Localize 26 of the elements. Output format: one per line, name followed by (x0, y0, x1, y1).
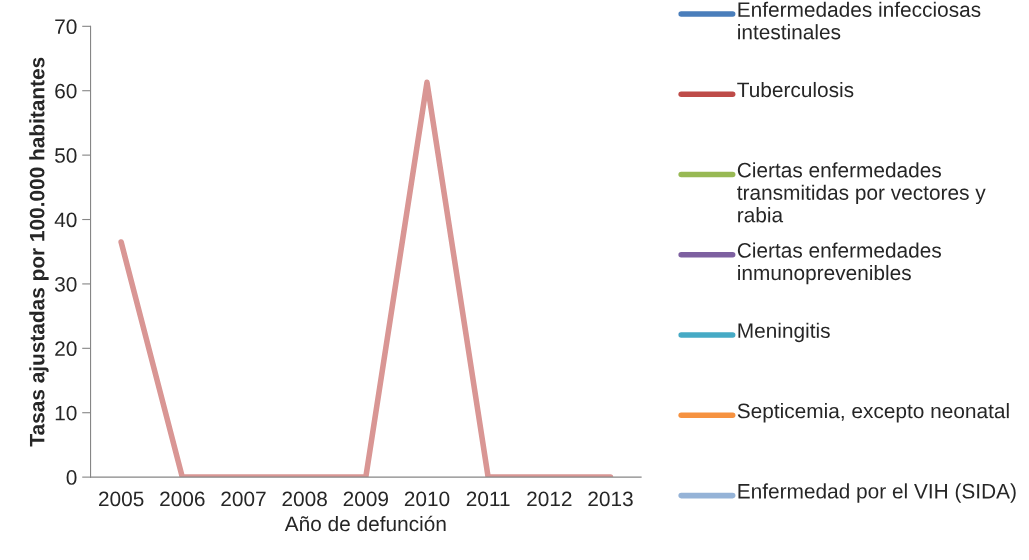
y-tick-label: 30 (54, 276, 77, 292)
x-axis-title: Año de defunción (284, 515, 446, 532)
y-tick-label: 40 (54, 212, 77, 228)
legend-label: Meningitis (738, 322, 830, 343)
x-tick-label: 2007 (221, 491, 266, 507)
legend-label: Enfermedad por el VIH (SIDA) (738, 483, 1016, 503)
legend-label: Tuberculosis (737, 81, 854, 98)
y-tick-label: 0 (66, 470, 77, 485)
x-tick-label: 2009 (343, 491, 388, 507)
x-tick-label: 2011 (466, 491, 510, 507)
x-tick-label: 2012 (527, 491, 572, 507)
y-tick-label: 20 (55, 341, 77, 357)
y-tick-label: 50 (55, 148, 77, 163)
x-tick-label: 2013 (588, 491, 633, 507)
x-tick-label: 2005 (99, 491, 144, 507)
y-tick-label: 70 (55, 19, 77, 35)
x-tick-label: 2008 (282, 491, 327, 507)
legend-label: Ciertas enfermedades transmitidas por vectores y rabia (737, 162, 986, 223)
y-tick-label: 10 (55, 405, 77, 421)
x-tick-label: 2006 (160, 491, 205, 507)
y-tick-label: 60 (55, 83, 77, 99)
legend-label: Septicemia, excepto neonatal (737, 403, 1009, 423)
y-axis-title: Tasas ajustadas por 100.000 habitantes (29, 57, 49, 447)
x-tick-label: 2010 (404, 491, 450, 507)
legend-label: Enfermedades infecciosas intestinales (738, 1, 981, 40)
legend-label: Ciertas enfermedades inmunoprevenibles (737, 242, 941, 285)
